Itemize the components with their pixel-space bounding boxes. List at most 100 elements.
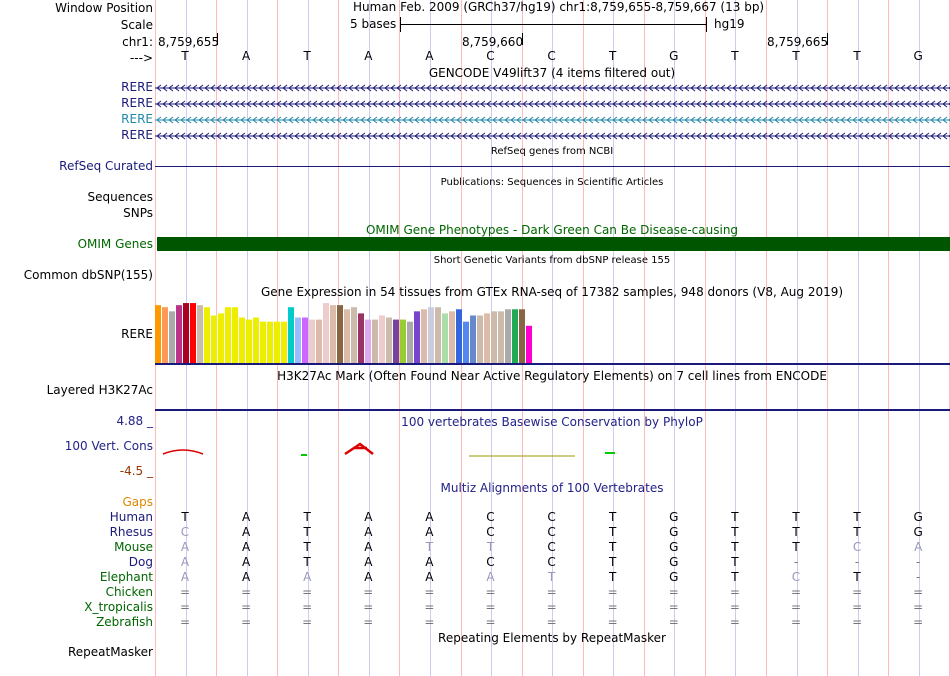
gtex-tissue-bar[interactable]: [463, 321, 469, 363]
gtex-tissue-bar[interactable]: [456, 309, 462, 363]
gtex-tissue-bar[interactable]: [302, 317, 308, 363]
gtex-tissue-bar[interactable]: [470, 315, 476, 363]
gtex-tissue-bar[interactable]: [512, 309, 518, 363]
gtex-tissue-bar[interactable]: [379, 315, 385, 363]
gtex-tissue-bar[interactable]: [316, 319, 322, 363]
alignment-base: =: [179, 615, 191, 629]
phylop-track-label[interactable]: 100 Vert. Cons: [64, 439, 153, 453]
species-x-tropicalis[interactable]: X_tropicalis: [84, 600, 153, 614]
gtex-tissue-bar[interactable]: [281, 321, 287, 363]
repeatmasker-track-label[interactable]: RepeatMasker: [67, 645, 153, 659]
gtex-tissue-bar[interactable]: [169, 311, 175, 363]
scale-text: 5 bases: [350, 17, 397, 31]
gtex-tissue-bar[interactable]: [176, 305, 182, 363]
scale-bar-right-cap: [706, 17, 707, 32]
base-letter: G: [913, 49, 923, 63]
multiz-track-title: Multiz Alignments of 100 Vertebrates: [440, 481, 664, 495]
gtex-tissue-bar[interactable]: [442, 313, 448, 363]
gencode-track-label-1[interactable]: RERE: [121, 80, 153, 94]
gtex-tissue-bar[interactable]: [330, 305, 336, 363]
gtex-tissue-bar[interactable]: [218, 313, 224, 363]
gtex-tissue-bar[interactable]: [288, 307, 294, 363]
alignment-base: =: [241, 600, 252, 614]
gtex-tissue-bar[interactable]: [190, 303, 196, 363]
gtex-tissue-bar[interactable]: [414, 311, 420, 363]
gtex-tissue-bar[interactable]: [358, 313, 364, 363]
gtex-tissue-bar[interactable]: [498, 311, 504, 363]
gtex-tissue-bar[interactable]: [246, 319, 252, 363]
gtex-tissue-bar[interactable]: [211, 315, 217, 363]
dbsnp-track-label[interactable]: Common dbSNP(155): [23, 268, 153, 282]
track-display-area[interactable]: Human Feb. 2009 (GRCh37/hg19) chr1:8,759…: [155, 0, 950, 676]
strand-arrows: [156, 100, 950, 108]
phylop-conservation-plot[interactable]: [155, 436, 950, 460]
species-human[interactable]: Human: [109, 510, 153, 524]
gtex-tissue-bar[interactable]: [365, 319, 371, 363]
alignment-base: A: [425, 510, 434, 524]
gtex-tissue-bar[interactable]: [253, 317, 259, 363]
h3k27ac-track-label[interactable]: Layered H3K27Ac: [46, 383, 153, 397]
gtex-tissue-bar[interactable]: [449, 311, 455, 363]
base-letter: A: [364, 49, 373, 63]
snps-track-label[interactable]: SNPs: [123, 206, 153, 220]
gtex-tissue-bar[interactable]: [386, 317, 392, 363]
gencode-track-label-3[interactable]: RERE: [121, 112, 153, 126]
gtex-tissue-bar[interactable]: [400, 319, 406, 363]
gtex-tissue-bar[interactable]: [484, 313, 490, 363]
species-rhesus[interactable]: Rhesus: [109, 525, 153, 539]
gtex-tissue-bar[interactable]: [225, 307, 231, 363]
gtex-tissue-bar[interactable]: [162, 307, 168, 363]
alignment-base: =: [668, 615, 679, 629]
gtex-tissue-bar[interactable]: [337, 305, 343, 363]
alignment-base: -: [793, 555, 799, 569]
coord-tick-mark-2: [522, 33, 523, 45]
species-dog[interactable]: Dog: [128, 555, 153, 569]
gtex-tissue-bar[interactable]: [295, 317, 301, 363]
gtex-track-label[interactable]: RERE: [121, 327, 153, 341]
gtex-tissue-bar[interactable]: [155, 305, 161, 363]
gencode-track-label-2[interactable]: RERE: [121, 96, 153, 110]
gtex-tissue-bar[interactable]: [428, 307, 434, 363]
species-zebrafish[interactable]: Zebrafish: [96, 615, 153, 629]
gtex-tissue-bar[interactable]: [183, 303, 189, 363]
gtex-tissue-bar[interactable]: [274, 321, 280, 363]
gtex-tissue-bar[interactable]: [239, 317, 245, 363]
alignment-base: A: [486, 570, 495, 584]
gtex-tissue-bar[interactable]: [267, 321, 273, 363]
gtex-tissue-bar[interactable]: [505, 309, 511, 363]
species-chicken[interactable]: Chicken: [105, 585, 153, 599]
gtex-tissue-bar[interactable]: [197, 305, 203, 363]
gtex-tissue-bar[interactable]: [351, 307, 357, 363]
gtex-tissue-bar[interactable]: [435, 307, 441, 363]
refseq-transcript-line[interactable]: [155, 166, 950, 167]
gtex-expression-chart[interactable]: [155, 300, 555, 364]
alignment-base: =: [363, 615, 374, 629]
omim-gene-bar[interactable]: [157, 237, 950, 251]
gtex-tissue-bar[interactable]: [344, 309, 350, 363]
gtex-tissue-bar[interactable]: [393, 319, 399, 363]
gtex-tissue-bar[interactable]: [372, 319, 378, 363]
omim-track-label[interactable]: OMIM Genes: [77, 237, 153, 251]
gtex-tissue-bar[interactable]: [477, 315, 483, 363]
gencode-track-title: GENCODE V49lift37 (4 items filtered out): [428, 66, 676, 80]
gtex-tissue-bar[interactable]: [526, 325, 532, 363]
gtex-tissue-bar[interactable]: [519, 309, 525, 363]
gtex-tissue-bar[interactable]: [260, 321, 266, 363]
species-elephant[interactable]: Elephant: [99, 570, 153, 584]
gtex-tissue-bar[interactable]: [491, 311, 497, 363]
gencode-transcripts[interactable]: [155, 80, 950, 144]
gtex-tissue-bar[interactable]: [407, 321, 413, 363]
alignment-base: G: [913, 510, 923, 524]
gtex-tissue-bar[interactable]: [309, 319, 315, 363]
gtex-tissue-bar[interactable]: [323, 303, 329, 363]
alignment-base: G: [669, 555, 679, 569]
refseq-track-label[interactable]: RefSeq Curated: [59, 159, 153, 173]
alignment-base: A: [180, 555, 190, 569]
gtex-tissue-bar[interactable]: [421, 309, 427, 363]
gtex-tissue-bar[interactable]: [232, 307, 238, 363]
species-mouse[interactable]: Mouse: [114, 540, 153, 554]
sequences-track-label[interactable]: Sequences: [87, 190, 153, 204]
gencode-track-label-4[interactable]: RERE: [121, 128, 153, 142]
gtex-tissue-bar[interactable]: [204, 307, 210, 363]
scale-bar-left-cap: [400, 17, 401, 32]
